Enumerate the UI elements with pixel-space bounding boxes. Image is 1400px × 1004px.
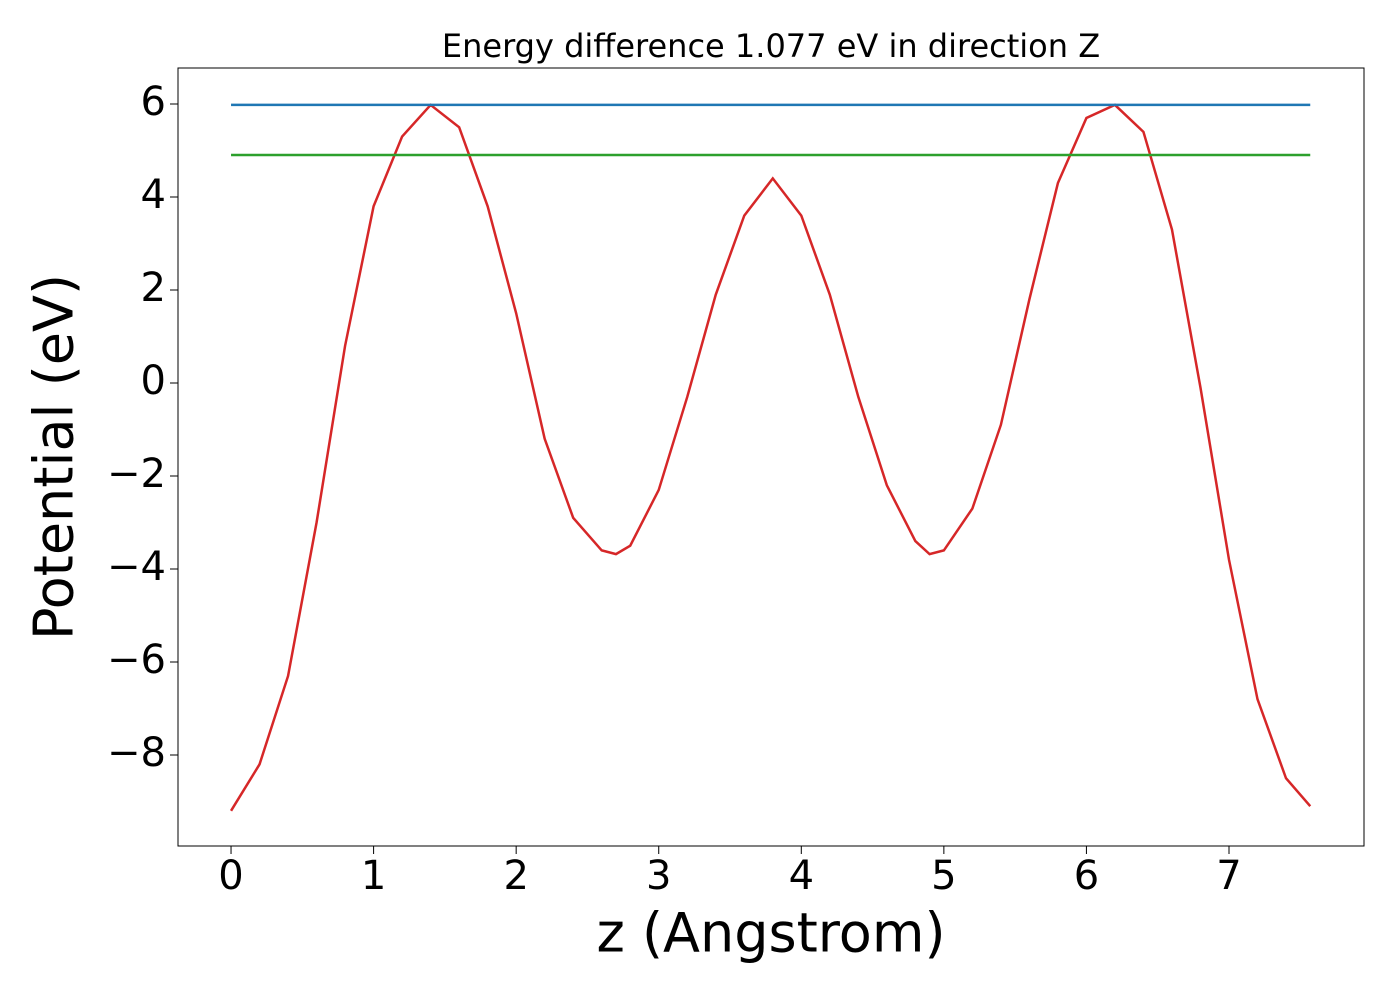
plot-frame bbox=[177, 67, 1365, 847]
y-tick-label: −6 bbox=[107, 637, 166, 683]
x-tick-label: 1 bbox=[361, 853, 386, 899]
y-tick-label: −4 bbox=[107, 544, 166, 590]
y-tick-label: 0 bbox=[141, 358, 166, 404]
x-tick-label: 4 bbox=[789, 853, 814, 899]
y-tick-label: 6 bbox=[141, 79, 166, 125]
x-tick-label: 5 bbox=[931, 853, 956, 899]
y-tick-label: 4 bbox=[141, 172, 166, 218]
chart-title: Energy difference 1.077 eV in direction … bbox=[442, 27, 1100, 65]
x-tick-label: 6 bbox=[1074, 853, 1099, 899]
y-axis-label: Potential (eV) bbox=[23, 274, 86, 640]
x-tick-label: 3 bbox=[646, 853, 671, 899]
y-tick-label: 2 bbox=[141, 265, 166, 311]
line bbox=[229, 103, 1312, 812]
y-tick-label: −8 bbox=[107, 730, 166, 776]
y-tick-label: −2 bbox=[107, 451, 166, 497]
x-tick-label: 2 bbox=[503, 853, 528, 899]
x-tick-label: 0 bbox=[218, 853, 243, 899]
x-axis-label: z (Angstrom) bbox=[596, 902, 945, 965]
x-tick-label: 7 bbox=[1216, 853, 1241, 899]
